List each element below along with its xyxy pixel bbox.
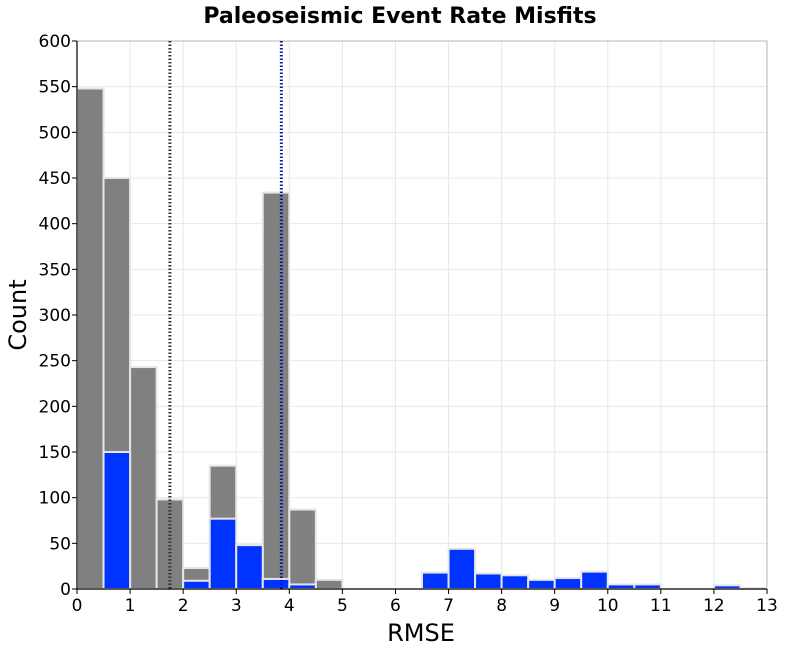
- y-tick-label: 550: [39, 78, 71, 98]
- reference-lines-layer: [168, 41, 283, 589]
- x-tick-label: 4: [284, 596, 295, 616]
- y-tick-label: 150: [39, 443, 71, 463]
- x-tick-labels: 0 1 2 3 4 5 6 7 8 9 10 11 12 13: [72, 596, 778, 616]
- bar-series-2: [580, 570, 609, 590]
- bar-series-2: [421, 571, 450, 590]
- bar-series-2: [288, 583, 317, 591]
- x-tick-label: 0: [72, 596, 83, 616]
- y-tick-label: 50: [49, 534, 71, 554]
- bar-series-2: [182, 579, 211, 591]
- y-tick-labels: 0 50 100 150 200 250 300 350 400 450 500 550 600: [39, 32, 71, 600]
- x-tick-label: 12: [703, 596, 725, 616]
- bar-series-1: [155, 498, 185, 591]
- y-tick-label: 0: [60, 580, 71, 600]
- y-tick-label: 250: [39, 352, 71, 372]
- y-tick-label: 350: [39, 260, 71, 280]
- y-tick-label: 300: [39, 306, 71, 326]
- chart-title: Paleoseismic Event Rate Misfits: [203, 4, 596, 29]
- bar-series-2: [606, 583, 636, 591]
- x-tick-label: 8: [496, 596, 507, 616]
- x-tick-label: 10: [597, 596, 619, 616]
- y-axis-label: Count: [4, 279, 32, 350]
- y-tick-label: 100: [39, 489, 71, 509]
- y-tick-label: 200: [39, 397, 71, 417]
- y-tick-label: 450: [39, 169, 71, 189]
- y-tick-label: 600: [39, 32, 71, 52]
- grid-layer: [76, 40, 768, 590]
- x-tick-label: 11: [650, 596, 672, 616]
- x-tick-label: 6: [390, 596, 401, 616]
- bar-series-2: [261, 577, 291, 590]
- x-tick-label: 9: [549, 596, 560, 616]
- x-tick-label: 5: [337, 596, 348, 616]
- bar-series-2: [102, 451, 132, 590]
- bar-series-1: [129, 366, 158, 590]
- bar-series-1: [288, 508, 317, 591]
- bar-series-1: [261, 191, 291, 590]
- axis-layer: [72, 40, 768, 594]
- x-tick-label: 2: [178, 596, 189, 616]
- bar-series-1: [314, 578, 344, 590]
- x-tick-label: 3: [231, 596, 242, 616]
- bar-series-2: [474, 572, 503, 590]
- y-tick-label: 400: [39, 215, 71, 235]
- bar-series-2: [500, 574, 530, 590]
- bar-series-1: [76, 87, 105, 590]
- x-tick-label: 7: [443, 596, 454, 616]
- x-axis-label: RMSE: [387, 619, 455, 647]
- bar-series-2: [633, 583, 662, 591]
- x-tick-label: 13: [756, 596, 778, 616]
- bar-series-2: [527, 578, 556, 590]
- bar-series-2: [235, 544, 264, 590]
- bar-series-2: [553, 577, 583, 590]
- bar-series-2: [447, 547, 477, 591]
- bar-series-2: [208, 517, 238, 591]
- y-tick-label: 500: [39, 123, 71, 143]
- x-tick-label: 1: [125, 596, 136, 616]
